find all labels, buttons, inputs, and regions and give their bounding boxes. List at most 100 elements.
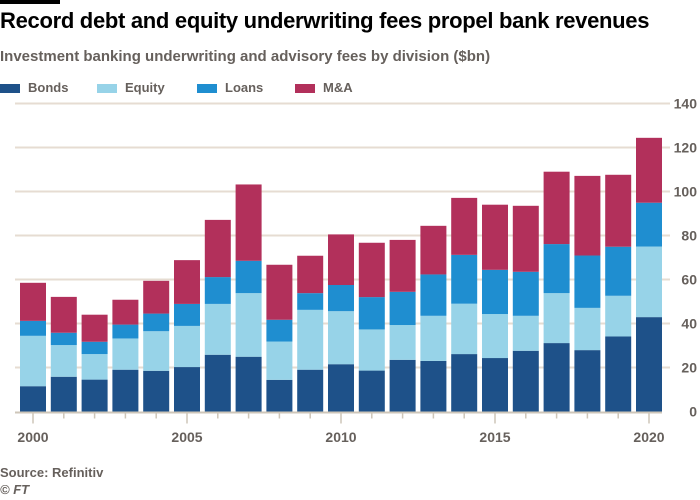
bar-loans-2013 bbox=[420, 274, 447, 316]
y-axis-labels: 0 20 40 60 80 100 120 140 bbox=[674, 96, 698, 420]
bar-ma-2015 bbox=[482, 204, 508, 270]
bar-group-2003 bbox=[112, 299, 139, 412]
bar-group-2009 bbox=[297, 255, 324, 412]
x-axis-labels: 2000 2005 2010 2015 2020 bbox=[17, 429, 664, 445]
bar-equity-2017 bbox=[543, 293, 570, 344]
bar-equity-2012 bbox=[389, 325, 416, 360]
bar-group-2011 bbox=[358, 242, 385, 412]
x-tick-label-2010: 2010 bbox=[325, 429, 356, 445]
bar-loans-2005 bbox=[174, 303, 200, 326]
bar-loans-2015 bbox=[482, 269, 508, 315]
bar-group-2019 bbox=[605, 174, 632, 412]
bar-equity-2009 bbox=[297, 309, 324, 370]
bar-loans-2016 bbox=[512, 271, 539, 316]
y-tick-label-0: 0 bbox=[689, 404, 697, 420]
bar-bonds-2015 bbox=[482, 358, 508, 412]
bar-loans-2011 bbox=[358, 297, 385, 330]
bar-loans-2003 bbox=[112, 324, 139, 339]
bar-equity-2013 bbox=[420, 315, 447, 361]
bar-ma-2001 bbox=[50, 296, 77, 333]
x-axis bbox=[15, 411, 662, 424]
bar-equity-2004 bbox=[143, 331, 170, 371]
bar-bonds-2014 bbox=[451, 354, 478, 412]
bar-ma-2000 bbox=[20, 282, 46, 321]
bar-loans-2014 bbox=[451, 254, 478, 304]
bar-group-2010 bbox=[328, 234, 354, 412]
bar-ma-2013 bbox=[420, 225, 447, 275]
bar-group-2015 bbox=[482, 204, 508, 412]
bar-group-2020 bbox=[636, 137, 662, 412]
bar-equity-2016 bbox=[512, 315, 539, 351]
bar-ma-2004 bbox=[143, 280, 170, 314]
stacked-bar-chart: 0 20 40 60 80 100 120 140 2000 2005 2010 2015 2020 bbox=[15, 96, 698, 445]
bar-bonds-2019 bbox=[605, 336, 632, 412]
bar-ma-2003 bbox=[112, 299, 139, 325]
bar-equity-2006 bbox=[204, 303, 231, 355]
bar-loans-2020 bbox=[636, 202, 662, 247]
bar-ma-2009 bbox=[297, 255, 324, 294]
bar-bonds-2008 bbox=[266, 379, 293, 412]
bar-group-2012 bbox=[389, 239, 416, 412]
bar-bonds-2002 bbox=[81, 379, 108, 412]
bar-equity-2020 bbox=[636, 246, 662, 318]
bar-ma-2017 bbox=[543, 171, 570, 245]
bar-equity-2001 bbox=[50, 345, 77, 377]
bar-ma-2012 bbox=[389, 239, 416, 292]
bar-ma-2006 bbox=[204, 219, 231, 278]
bar-equity-2015 bbox=[482, 314, 508, 359]
bar-group-2001 bbox=[50, 296, 77, 412]
x-tick-label-2015: 2015 bbox=[479, 429, 510, 445]
legend-swatch-loans bbox=[197, 84, 217, 93]
bar-ma-2019 bbox=[605, 174, 632, 247]
bar-bonds-2010 bbox=[328, 364, 354, 412]
legend-label-ma: M&A bbox=[323, 80, 353, 95]
bar-ma-2007 bbox=[235, 184, 262, 261]
bars bbox=[20, 137, 662, 412]
bar-ma-2011 bbox=[358, 242, 385, 298]
bar-ma-2008 bbox=[266, 264, 293, 320]
bar-equity-2019 bbox=[605, 295, 632, 337]
bar-bonds-2018 bbox=[574, 350, 601, 412]
bar-bonds-2007 bbox=[235, 356, 262, 412]
bar-ma-2020 bbox=[636, 137, 662, 203]
bar-equity-2005 bbox=[174, 325, 200, 368]
bar-equity-2011 bbox=[358, 329, 385, 371]
chart-title: Record debt and equity underwriting fees… bbox=[0, 8, 650, 33]
bar-group-2018 bbox=[574, 175, 601, 412]
bar-group-2006 bbox=[204, 219, 231, 412]
bar-loans-2010 bbox=[328, 285, 354, 312]
y-tick-label-80: 80 bbox=[681, 228, 697, 244]
legend-swatch-ma bbox=[295, 84, 315, 93]
bar-bonds-2011 bbox=[358, 370, 385, 412]
legend-swatch-bonds bbox=[0, 84, 20, 93]
bar-bonds-2017 bbox=[543, 343, 570, 412]
bar-loans-2009 bbox=[297, 293, 324, 310]
bar-bonds-2001 bbox=[50, 376, 77, 412]
bar-ma-2016 bbox=[512, 205, 539, 272]
bar-equity-2000 bbox=[20, 335, 46, 387]
bar-ma-2002 bbox=[81, 314, 108, 342]
legend-label-equity: Equity bbox=[125, 80, 165, 95]
bar-group-2004 bbox=[143, 280, 170, 412]
bar-equity-2018 bbox=[574, 307, 601, 351]
bar-group-2008 bbox=[266, 264, 293, 412]
bar-ma-2014 bbox=[451, 197, 478, 255]
bar-loans-2002 bbox=[81, 341, 108, 355]
y-tick-label-140: 140 bbox=[674, 96, 698, 112]
bar-group-2017 bbox=[543, 171, 570, 412]
bar-equity-2010 bbox=[328, 311, 354, 365]
bar-equity-2002 bbox=[81, 354, 108, 380]
y-tick-label-40: 40 bbox=[681, 316, 697, 332]
bar-loans-2019 bbox=[605, 246, 632, 296]
bar-bonds-2016 bbox=[512, 350, 539, 412]
bar-bonds-2005 bbox=[174, 367, 200, 412]
bar-equity-2007 bbox=[235, 293, 262, 357]
bar-group-2007 bbox=[235, 184, 262, 412]
chart-subtitle: Investment banking underwriting and advi… bbox=[0, 48, 491, 65]
bar-bonds-2013 bbox=[420, 360, 447, 412]
bar-group-2005 bbox=[174, 260, 200, 412]
source-note: Source: Refinitiv bbox=[0, 465, 104, 480]
x-tick-label-2000: 2000 bbox=[17, 429, 48, 445]
bar-loans-2006 bbox=[204, 277, 231, 304]
bar-bonds-2006 bbox=[204, 354, 231, 412]
